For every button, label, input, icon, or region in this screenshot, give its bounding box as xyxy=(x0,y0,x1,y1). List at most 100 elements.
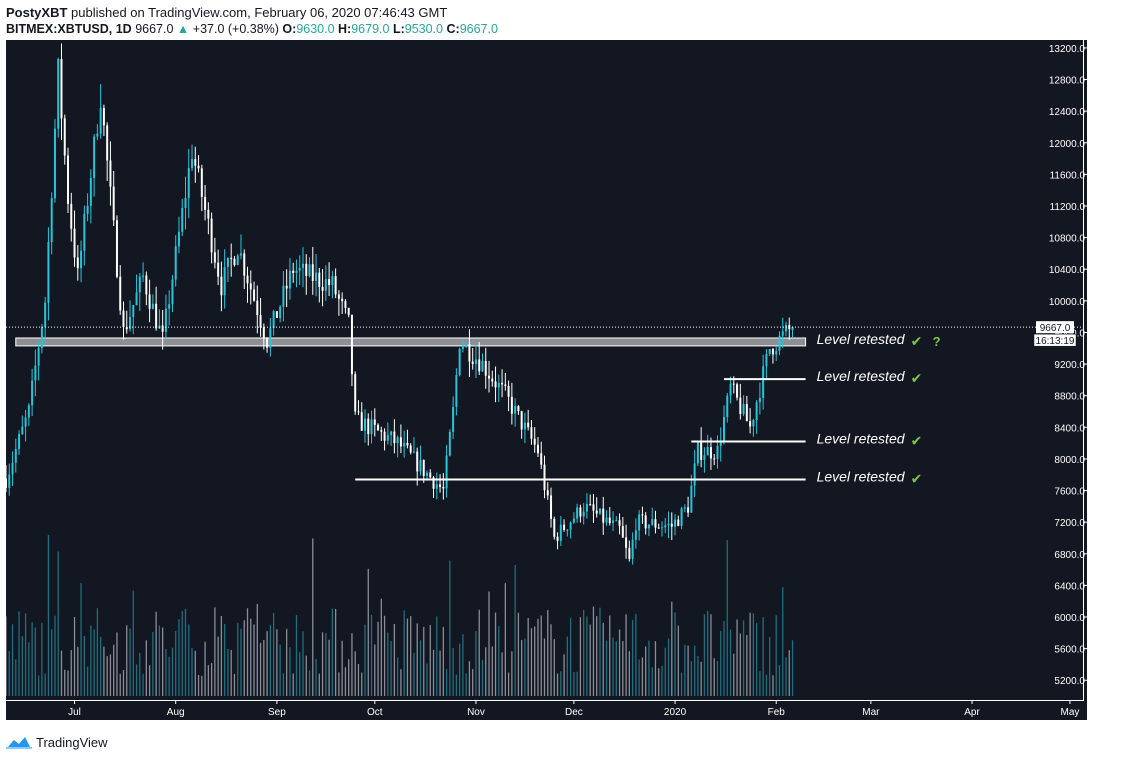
candle-body xyxy=(742,404,745,415)
candle-body xyxy=(445,455,448,489)
candle-body xyxy=(249,283,252,290)
candle-body xyxy=(638,514,641,531)
candle-body xyxy=(416,451,419,472)
time-tick-label: Oct xyxy=(367,707,383,718)
last-price-label: 9667.0 xyxy=(1040,323,1071,334)
candle-body xyxy=(243,253,246,276)
candle-body xyxy=(47,242,50,303)
level-annotation: Level retested xyxy=(817,431,906,447)
candle-body xyxy=(536,444,539,454)
low-label: L: xyxy=(392,22,405,36)
candle-body xyxy=(266,338,269,348)
candle-body xyxy=(612,520,615,524)
author-name[interactable]: PostyXBT xyxy=(6,5,68,20)
candle-body xyxy=(223,266,226,296)
candle-body xyxy=(406,442,409,446)
resistance-zone xyxy=(15,337,807,347)
candle-body xyxy=(422,459,425,476)
price-tick-label: 13200.0 xyxy=(1049,44,1086,55)
price-chart[interactable]: 5200.0 5600.0 6000.0 6400.0 6800.0 7200.0 7600… xyxy=(6,40,1087,720)
candle-body xyxy=(106,125,109,161)
candle-body xyxy=(791,327,794,331)
candle-body xyxy=(344,301,347,308)
candle-body xyxy=(370,419,373,435)
candle-body xyxy=(21,426,24,435)
candle-body xyxy=(129,316,132,330)
candle-body xyxy=(657,527,660,529)
candle-body xyxy=(112,186,115,221)
candle-body xyxy=(687,507,690,513)
candle-body xyxy=(442,486,445,489)
candle-body xyxy=(677,519,680,526)
price-tick-label: 8400.0 xyxy=(1054,423,1085,434)
symbol-label[interactable]: BITMEX:XBTUSD, 1D xyxy=(6,22,132,36)
candle-body xyxy=(435,484,438,489)
candle-body xyxy=(497,382,500,388)
candle-body xyxy=(63,118,66,156)
candle-body xyxy=(328,279,331,286)
candle-body xyxy=(83,213,86,251)
candle-body xyxy=(719,441,722,446)
candle-body xyxy=(383,431,386,441)
candle-body xyxy=(778,335,781,351)
price-tick-label: 6400.0 xyxy=(1054,581,1085,592)
candle-body xyxy=(752,419,755,427)
candle-body xyxy=(419,459,422,472)
candle-body xyxy=(168,304,171,309)
candle-body xyxy=(256,300,259,316)
candles xyxy=(6,43,794,565)
candle-body xyxy=(474,359,477,364)
time-tick-label: Jul xyxy=(68,707,81,718)
candle-body xyxy=(572,518,575,523)
candle-body xyxy=(213,252,216,263)
price-tick-label: 8000.0 xyxy=(1054,455,1085,466)
candle-body xyxy=(530,427,533,439)
candle-body xyxy=(647,524,650,529)
candle-body xyxy=(197,165,200,169)
candle-body xyxy=(608,517,611,524)
candle-body xyxy=(412,451,415,453)
price-tick-label: 10800.0 xyxy=(1049,234,1086,245)
candle-body xyxy=(86,205,89,214)
tradingview-brand[interactable]: TradingView xyxy=(36,734,108,750)
candle-body xyxy=(132,305,135,317)
candle-body xyxy=(533,438,536,445)
chart-background xyxy=(6,40,1087,720)
candle-body xyxy=(771,349,774,355)
candle-body xyxy=(272,311,275,329)
candle-body xyxy=(226,257,229,267)
checkmark-icon: ✔ xyxy=(911,471,923,487)
candle-body xyxy=(259,315,262,328)
candle-body xyxy=(615,520,618,522)
candle-body xyxy=(579,507,582,517)
candle-body xyxy=(148,294,151,309)
candle-body xyxy=(217,262,220,277)
candle-body xyxy=(135,292,138,306)
candle-body xyxy=(288,270,291,289)
candle-body xyxy=(200,168,203,197)
candle-body xyxy=(553,518,556,537)
candle-body xyxy=(670,523,673,527)
candle-body xyxy=(739,397,742,415)
candle-body xyxy=(481,360,484,372)
candle-body xyxy=(510,396,513,414)
time-tick-label: Mar xyxy=(862,707,880,718)
publish-info: PostyXBT published on TradingView.com, F… xyxy=(6,5,1136,21)
last-price-tag xyxy=(1036,321,1074,334)
candle-body xyxy=(628,547,631,559)
tradingview-logo-icon[interactable] xyxy=(6,735,32,749)
candle-body xyxy=(377,424,380,431)
candle-body xyxy=(598,508,601,514)
candle-body xyxy=(566,529,569,531)
candle-body xyxy=(230,257,233,259)
time-tick-label: Sep xyxy=(268,707,286,718)
countdown-label: 16:13:19 xyxy=(1036,336,1075,347)
candle-body xyxy=(53,128,56,199)
candle-body xyxy=(210,218,213,253)
candle-body xyxy=(696,442,699,464)
chart-area[interactable]: 5200.0 5600.0 6000.0 6400.0 6800.0 7200.0 7600… xyxy=(6,40,1087,720)
candle-body xyxy=(171,279,174,305)
candle-body xyxy=(60,59,63,119)
candle-body xyxy=(347,307,350,315)
candle-body xyxy=(680,508,683,526)
